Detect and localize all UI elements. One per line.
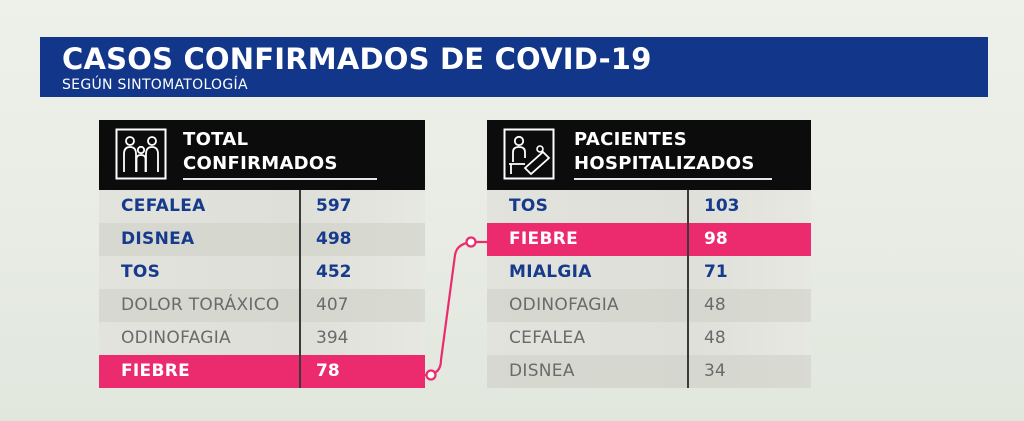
connector-dot-start: [425, 369, 437, 381]
symptom-count: 407: [316, 295, 349, 315]
symptom-count: 103: [704, 196, 740, 216]
header-underline: [183, 178, 377, 180]
table-row: ODINOFAGIA 394: [99, 322, 425, 355]
pacientes-hospitalizados-panel: PACIENTES HOSPITALIZADOS TOS 103 FIEBRE …: [487, 120, 811, 388]
symptom-label: ODINOFAGIA: [509, 295, 619, 315]
symptom-label: CEFALEA: [509, 328, 586, 348]
pacientes-hospitalizados-header: PACIENTES HOSPITALIZADOS: [487, 120, 811, 190]
total-confirmados-rows: CEFALEA 597 DISNEA 498 TOS 452 DOLOR TOR…: [99, 190, 425, 388]
people-group-icon: [115, 128, 167, 180]
symptom-count: 34: [704, 361, 726, 381]
pacientes-hospitalizados-rows: TOS 103 FIEBRE 98 MIALGIA 71 ODINOFAGIA …: [487, 190, 811, 388]
symptom-count: 452: [316, 262, 352, 282]
total-confirmados-title-line1: TOTAL: [183, 129, 249, 150]
symptom-label: FIEBRE: [121, 361, 191, 381]
symptom-count: 71: [704, 262, 728, 282]
symptom-label: TOS: [121, 262, 161, 282]
header-underline: [574, 178, 772, 180]
symptom-count: 597: [316, 196, 352, 216]
column-divider: [299, 190, 301, 388]
table-row: DISNEA 34: [487, 355, 811, 388]
total-confirmados-header: TOTAL CONFIRMADOS: [99, 120, 425, 190]
symptom-count: 394: [316, 328, 349, 348]
table-row: MIALGIA 71: [487, 256, 811, 289]
hospital-bed-icon: [503, 128, 555, 180]
table-row: CEFALEA 597: [99, 190, 425, 223]
connector-line: [424, 240, 487, 377]
page-subtitle: SEGÚN SINTOMATOLOGÍA: [62, 77, 248, 93]
table-row: DISNEA 498: [99, 223, 425, 256]
symptom-label: DISNEA: [509, 361, 575, 381]
symptom-label: TOS: [509, 196, 549, 216]
connector-dot-end: [465, 236, 477, 248]
pacientes-hospitalizados-title-line1: PACIENTES: [574, 129, 687, 150]
symptom-count: 98: [704, 229, 728, 249]
total-confirmados-panel: TOTAL CONFIRMADOS CEFALEA 597 DISNEA 498…: [99, 120, 425, 388]
symptom-label: DOLOR TORÁXICO: [121, 295, 280, 315]
table-row: DOLOR TORÁXICO 407: [99, 289, 425, 322]
symptom-label: MIALGIA: [509, 262, 592, 282]
symptom-label: ODINOFAGIA: [121, 328, 231, 348]
symptom-label: FIEBRE: [509, 229, 579, 249]
symptom-count: 48: [704, 295, 726, 315]
table-row: TOS 103: [487, 190, 811, 223]
column-divider: [687, 190, 689, 388]
table-row-highlighted: FIEBRE 98: [487, 223, 811, 256]
symptom-count: 498: [316, 229, 352, 249]
title-banner: CASOS CONFIRMADOS DE COVID-19 SEGÚN SINT…: [40, 37, 988, 97]
pacientes-hospitalizados-title: PACIENTES HOSPITALIZADOS: [574, 128, 755, 176]
symptom-label: DISNEA: [121, 229, 195, 249]
table-row: CEFALEA 48: [487, 322, 811, 355]
table-row: ODINOFAGIA 48: [487, 289, 811, 322]
total-confirmados-title-line2: CONFIRMADOS: [183, 153, 338, 174]
total-confirmados-title: TOTAL CONFIRMADOS: [183, 128, 338, 176]
symptom-count: 78: [316, 361, 340, 381]
pacientes-hospitalizados-title-line2: HOSPITALIZADOS: [574, 153, 755, 174]
symptom-count: 48: [704, 328, 726, 348]
table-row: TOS 452: [99, 256, 425, 289]
table-row-highlighted: FIEBRE 78: [99, 355, 425, 388]
page-title: CASOS CONFIRMADOS DE COVID-19: [62, 42, 652, 76]
symptom-label: CEFALEA: [121, 196, 206, 216]
